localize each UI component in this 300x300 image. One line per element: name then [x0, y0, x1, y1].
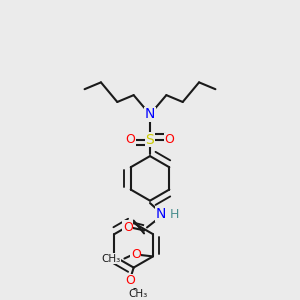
Text: H: H [170, 208, 180, 220]
Text: CH₃: CH₃ [128, 289, 148, 299]
Text: N: N [145, 107, 155, 122]
Text: S: S [146, 133, 154, 147]
Text: O: O [123, 221, 133, 234]
Text: O: O [164, 133, 174, 146]
Text: CH₃: CH₃ [102, 254, 121, 263]
Text: O: O [126, 274, 136, 287]
Text: N: N [156, 207, 166, 221]
Text: O: O [131, 248, 141, 261]
Text: O: O [126, 133, 136, 146]
